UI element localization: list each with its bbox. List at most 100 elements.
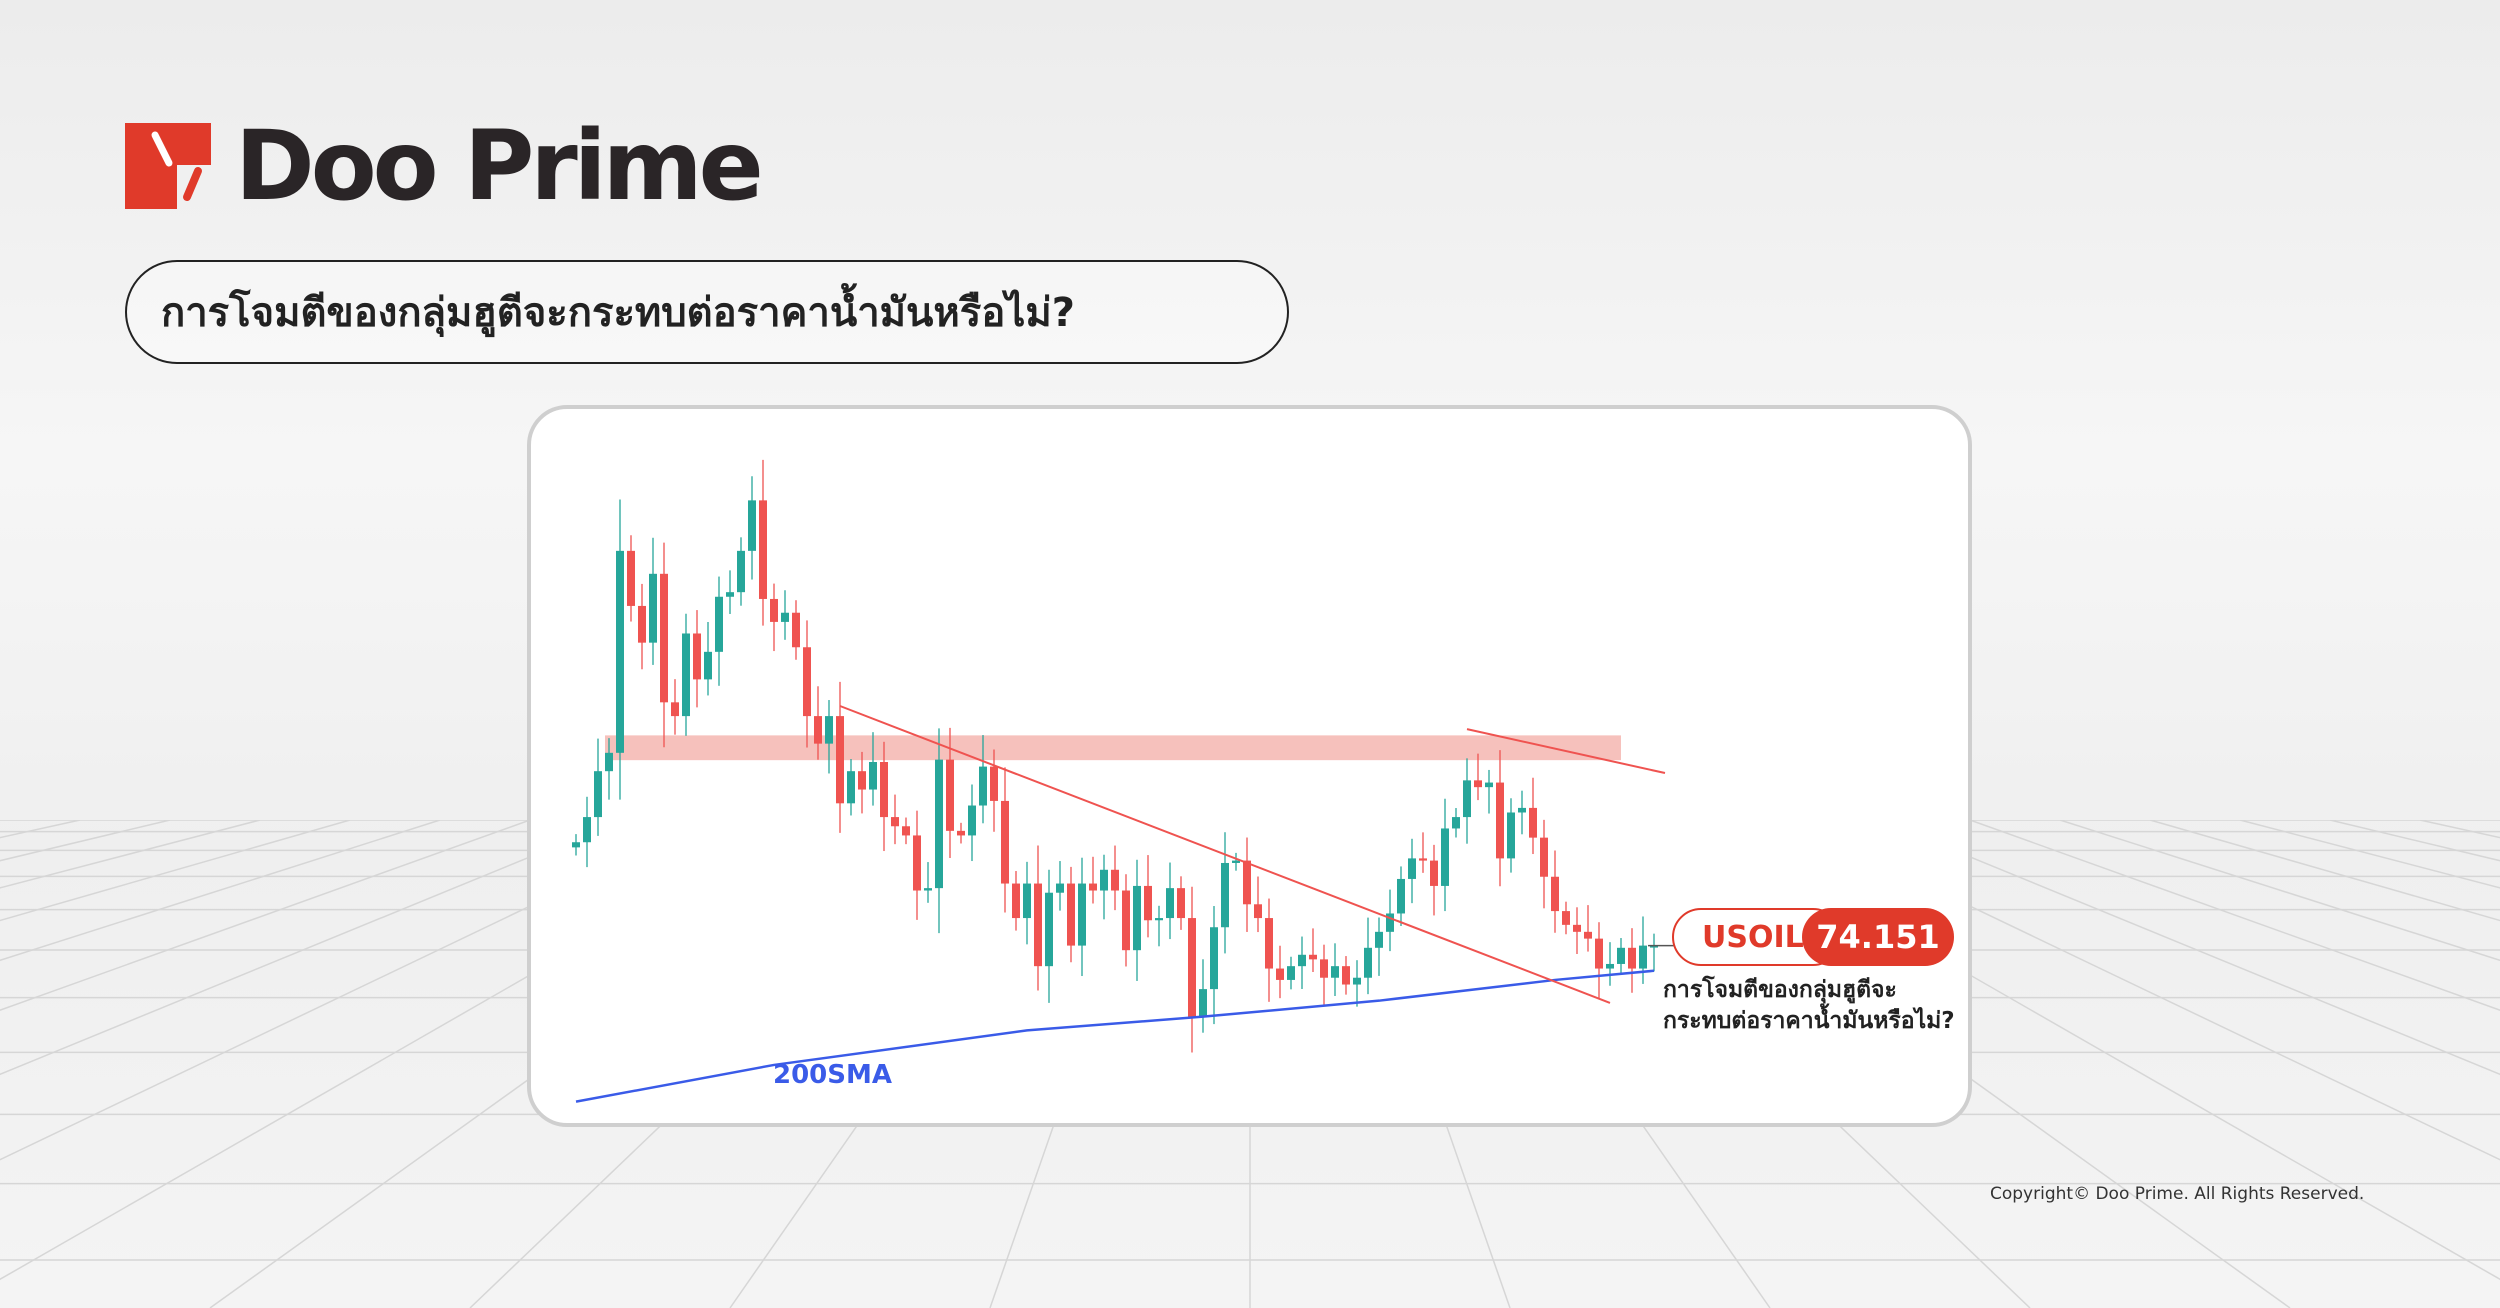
candle-up	[572, 842, 580, 848]
candle-up	[1650, 945, 1658, 948]
candle-down	[1430, 860, 1438, 886]
candle-up	[605, 752, 613, 772]
chart-card	[527, 405, 1972, 1127]
grid-line	[0, 820, 531, 1011]
candle-down	[1144, 885, 1152, 921]
candle-down	[1419, 858, 1427, 861]
candle-down	[814, 716, 822, 744]
trendline	[1466, 728, 1666, 774]
grid-line	[0, 820, 261, 889]
grid-line	[0, 820, 81, 839]
candle-down	[1265, 918, 1273, 969]
candle-up	[1386, 913, 1394, 932]
candle-up	[1287, 966, 1295, 980]
candle-up	[1045, 892, 1053, 967]
candle-down	[693, 633, 701, 680]
candle-down	[792, 612, 800, 648]
candle-up	[1507, 812, 1515, 859]
candle-down	[1628, 947, 1636, 969]
candle-down	[913, 835, 921, 891]
candle-up	[1463, 780, 1471, 818]
candle-up	[1331, 966, 1339, 978]
subtitle-line-2: กระทบต่อราคาน้ำมันหรือไม่?	[1663, 1008, 1955, 1034]
candle-up	[1199, 989, 1207, 1017]
candle-down	[1540, 837, 1548, 877]
candle-up	[737, 550, 745, 593]
candle-up	[1606, 963, 1614, 969]
candle-down	[759, 500, 767, 599]
candle-up	[1364, 947, 1372, 978]
candle-down	[1496, 782, 1504, 859]
candle-down	[1001, 800, 1009, 884]
candle-down	[1177, 888, 1185, 919]
candle-down	[1342, 966, 1350, 985]
grid-line	[2239, 820, 2500, 889]
candlestick-chart	[572, 459, 1676, 1103]
candle-down	[803, 647, 811, 717]
candle-up	[979, 766, 987, 806]
candle-down	[660, 573, 668, 703]
candle-down	[1474, 780, 1482, 788]
grid-line	[1969, 820, 2500, 1011]
grid-line	[0, 820, 441, 962]
grid-line	[2059, 820, 2500, 962]
trendline	[839, 705, 1611, 1004]
candle-up	[1221, 862, 1229, 928]
ticker-badge: USOIL 74.151	[1672, 908, 1954, 970]
candle-up	[825, 716, 833, 744]
candle-down	[1573, 924, 1581, 932]
candle-up	[1617, 947, 1625, 964]
candle-down	[902, 826, 910, 836]
candle-up	[748, 500, 756, 551]
candle-up	[1232, 860, 1240, 863]
subtitle-line-1: การโจมตีของกลุ่มฮูตีจะ	[1663, 977, 1897, 1003]
candle-down	[1529, 807, 1537, 838]
candle-up	[649, 573, 657, 643]
candle-down	[1111, 869, 1119, 891]
candle-up	[1452, 817, 1460, 829]
candle-up	[1298, 954, 1306, 967]
candle-down	[1243, 860, 1251, 905]
candle-up	[1056, 883, 1064, 893]
candle-up	[715, 596, 723, 652]
candle-up	[1485, 782, 1493, 788]
candle-down	[1320, 959, 1328, 978]
candle-down	[770, 598, 778, 622]
candle-down	[1551, 876, 1559, 912]
sma-line	[575, 969, 1655, 1103]
headline: การโจมตีของกลุ่มฮูตีจะกระทบต่อราคาน้ำมัน…	[161, 290, 1075, 336]
candle-up	[726, 592, 734, 597]
candle-down	[1067, 883, 1075, 946]
grid-line	[2149, 820, 2500, 922]
candle-down	[1584, 931, 1592, 939]
candle-down	[880, 762, 888, 818]
candle-down	[946, 759, 954, 831]
logo-mark-icon	[125, 123, 211, 209]
candle-up	[869, 762, 877, 790]
candle-up	[781, 612, 789, 622]
candle-up	[1441, 828, 1449, 886]
copyright-text: Copyright© Doo Prime. All Rights Reserve…	[1990, 1184, 2365, 1204]
resistance-zone	[605, 735, 1621, 761]
candle-down	[1012, 883, 1020, 919]
candle-up	[1100, 869, 1108, 891]
candle-down	[1254, 904, 1262, 919]
candle-down	[638, 605, 646, 643]
candle-up	[1397, 878, 1405, 914]
candle-down	[1595, 938, 1603, 969]
chart-subtitle: การโจมตีของกลุ่มฮูตีจะ กระทบต่อราคาน้ำมั…	[1663, 975, 1955, 1037]
candle-down	[858, 771, 866, 790]
ticker-price: 74.151	[1802, 908, 1954, 966]
candle-up	[968, 805, 976, 836]
candle-up	[1518, 807, 1526, 813]
candle-down	[1122, 890, 1130, 951]
candle-down	[1089, 883, 1097, 891]
candle-up	[1639, 945, 1647, 969]
candle-up	[935, 759, 943, 889]
candle-down	[990, 766, 998, 801]
candle-up	[583, 817, 591, 843]
candle-up	[1408, 858, 1416, 879]
candle-up	[1166, 888, 1174, 919]
candle-down	[671, 702, 679, 717]
candle-up	[1078, 883, 1086, 946]
